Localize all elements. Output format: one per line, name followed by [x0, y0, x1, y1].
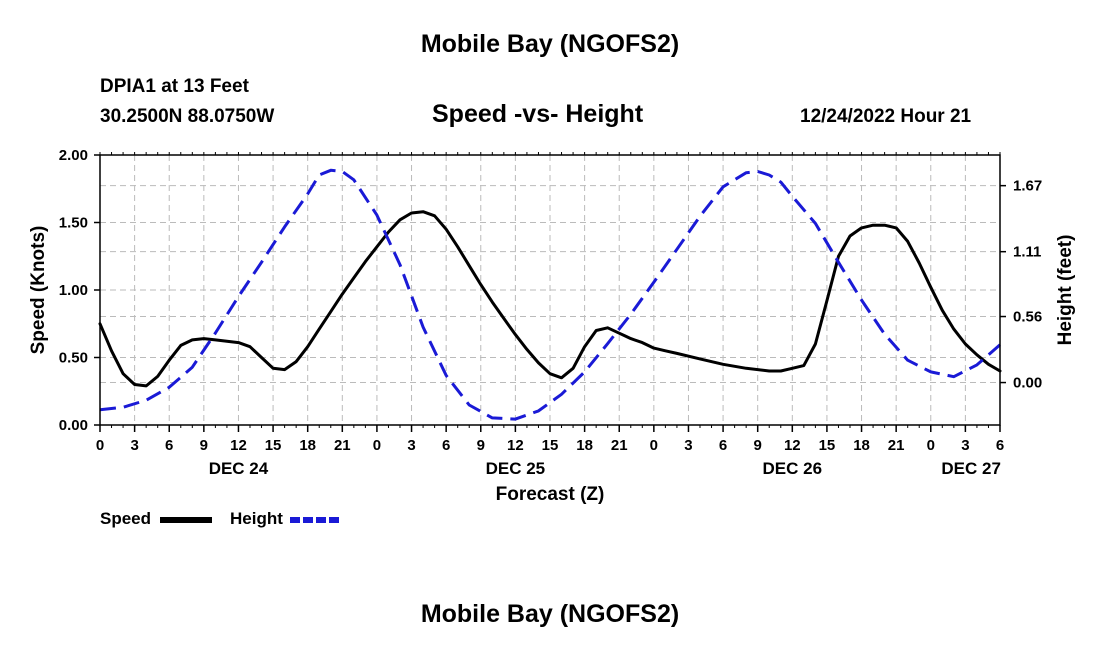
axes: 0 3 6 9 12 15 18 21 0 3 6 9 12 15 18 21 0 3 6 9 12 15 18 21 0 3 6 D… [59, 147, 1042, 478]
y-tick-label: 2.00 [59, 147, 88, 164]
y2-tick-label: 1.11 [1013, 244, 1041, 261]
y-axis-label: Speed (Knots) [28, 226, 49, 355]
station-coordinates: 30.2500N 88.0750W [100, 106, 275, 127]
x-tick-label: 12 [784, 437, 801, 454]
footer-title: Mobile Bay (NGOFS2) [420, 600, 680, 628]
x-tick-label: 6 [996, 437, 1004, 454]
x-tick-label: 0 [927, 437, 935, 454]
x-tick-label: 12 [230, 437, 247, 454]
x-date-label: DEC 26 [763, 459, 823, 478]
y-tick-label: 1.00 [59, 282, 88, 299]
y2-tick-label: 0.00 [1013, 375, 1042, 392]
x-tick-label: 6 [442, 437, 450, 454]
grid [99, 154, 1001, 426]
x-tick-label: 0 [650, 437, 658, 454]
x-tick-label: 9 [754, 437, 762, 454]
x-date-label: DEC 24 [209, 459, 269, 478]
x-tick-label: 18 [576, 437, 593, 454]
x-tick-label: 6 [719, 437, 727, 454]
x-tick-label: 3 [684, 437, 692, 454]
y2-tick-label: 0.56 [1013, 309, 1042, 326]
y-tick-label: 0.00 [59, 417, 88, 434]
y-tick-label: 0.50 [59, 350, 88, 367]
legend-height-label: Height [230, 509, 283, 528]
x-tick-label: 3 [961, 437, 969, 454]
x-tick-label: 9 [200, 437, 208, 454]
x-tick-label: 15 [819, 437, 836, 454]
x-tick-label: 21 [888, 437, 905, 454]
x-tick-label: 21 [334, 437, 351, 454]
x-tick-label: 18 [299, 437, 316, 454]
y2-axis-label: Height (feet) [1055, 235, 1076, 346]
x-tick-label: 12 [507, 437, 524, 454]
chart-subtitle: Speed -vs- Height [432, 100, 644, 128]
page-title: Mobile Bay (NGOFS2) [420, 30, 680, 58]
x-tick-label: 18 [853, 437, 870, 454]
x-tick-label: 6 [165, 437, 173, 454]
station-label: DPIA1 at 13 Feet [100, 76, 249, 97]
x-date-label: DEC 25 [486, 459, 546, 478]
x-date-label: DEC 27 [941, 459, 1001, 478]
x-tick-label: 9 [477, 437, 485, 454]
x-tick-label: 15 [542, 437, 559, 454]
x-tick-label: 3 [130, 437, 138, 454]
y2-tick-label: 1.67 [1013, 178, 1042, 195]
x-tick-label: 3 [407, 437, 415, 454]
y-tick-label: 1.50 [59, 215, 88, 232]
x-tick-label: 0 [373, 437, 381, 454]
x-tick-label: 15 [265, 437, 282, 454]
series-lines [98, 168, 1002, 421]
x-tick-label: 21 [611, 437, 628, 454]
forecast-timestamp: 12/24/2022 Hour 21 [800, 106, 972, 127]
x-axis-label: Forecast (Z) [496, 484, 605, 505]
series-line-speed [98, 210, 1002, 388]
x-tick-label: 0 [96, 437, 104, 454]
legend-speed-label: Speed [100, 509, 152, 528]
